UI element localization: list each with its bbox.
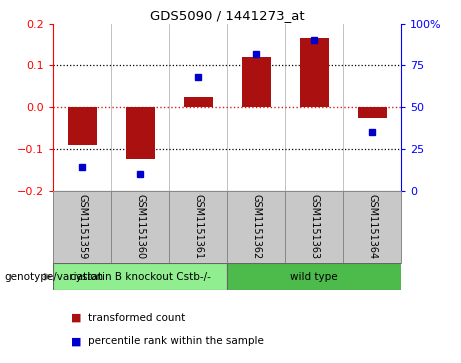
Bar xyxy=(227,263,401,290)
Text: GSM1151361: GSM1151361 xyxy=(193,194,203,260)
Text: ■: ■ xyxy=(71,313,82,323)
Bar xyxy=(111,191,169,263)
Text: GSM1151362: GSM1151362 xyxy=(251,194,261,260)
Text: genotype/variation: genotype/variation xyxy=(5,272,104,282)
Bar xyxy=(343,191,401,263)
Text: GSM1151360: GSM1151360 xyxy=(135,194,145,260)
Bar xyxy=(358,107,387,118)
Bar xyxy=(300,38,329,107)
Title: GDS5090 / 1441273_at: GDS5090 / 1441273_at xyxy=(150,9,304,23)
Bar xyxy=(67,107,96,144)
Text: wild type: wild type xyxy=(290,272,338,282)
Bar xyxy=(125,107,154,159)
Text: GSM1151359: GSM1151359 xyxy=(77,194,87,260)
Bar xyxy=(183,97,213,107)
Text: GSM1151364: GSM1151364 xyxy=(367,194,377,260)
Bar xyxy=(53,263,227,290)
Text: percentile rank within the sample: percentile rank within the sample xyxy=(88,336,264,346)
Text: transformed count: transformed count xyxy=(88,313,185,323)
Text: ■: ■ xyxy=(71,336,82,346)
Bar xyxy=(53,191,111,263)
Bar xyxy=(169,191,227,263)
Bar xyxy=(285,191,343,263)
Bar xyxy=(242,57,271,107)
Text: GSM1151363: GSM1151363 xyxy=(309,194,319,260)
Text: cystatin B knockout Cstb-/-: cystatin B knockout Cstb-/- xyxy=(70,272,211,282)
Bar xyxy=(227,191,285,263)
